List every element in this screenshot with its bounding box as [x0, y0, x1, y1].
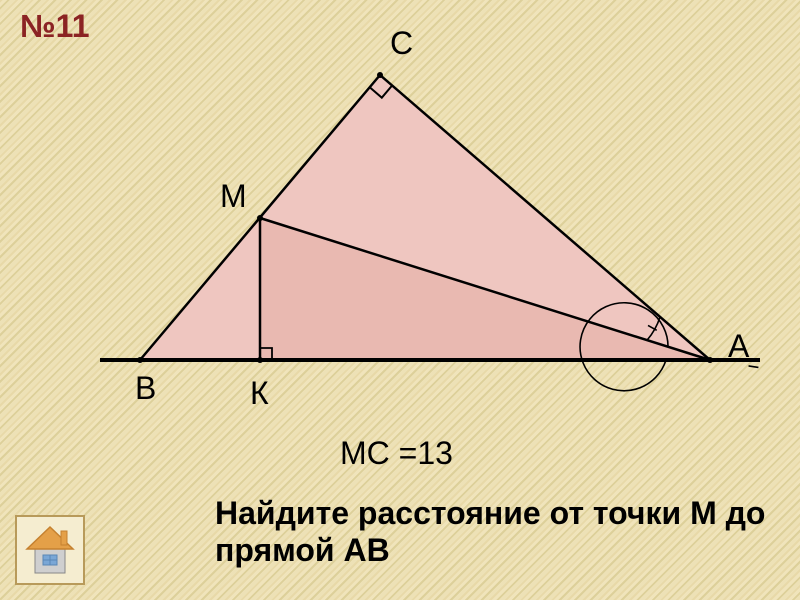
- diagram-svg: [80, 30, 760, 410]
- label-A: А: [728, 328, 749, 365]
- label-C: С: [390, 25, 413, 62]
- home-button[interactable]: [15, 515, 85, 585]
- given-text: МС =13: [340, 435, 453, 472]
- label-K: К: [250, 375, 269, 412]
- label-M: М: [220, 178, 247, 215]
- problem-number: №11: [20, 10, 80, 42]
- label-B: В: [135, 370, 156, 407]
- geometry-diagram: С М В К А: [80, 30, 760, 410]
- question-text: Найдите расстояние от точки М до прямой …: [215, 495, 775, 569]
- home-icon: [21, 521, 79, 579]
